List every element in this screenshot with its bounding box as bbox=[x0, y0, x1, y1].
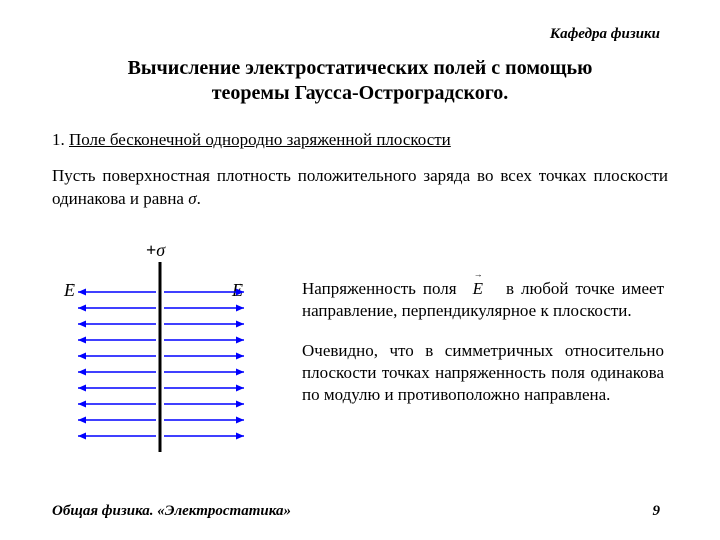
footer-page-number: 9 bbox=[653, 503, 661, 520]
section-number: 1. bbox=[52, 130, 69, 149]
intro-paragraph: Пусть поверхностная плотность положитель… bbox=[52, 165, 668, 211]
department-label: Кафедра физики bbox=[550, 26, 660, 43]
explanation-block: Напряженность поля →E в любой точке имее… bbox=[302, 278, 664, 424]
title-line-2: теоремы Гаусса-Остроградского. bbox=[212, 82, 509, 104]
charge-label: +σ bbox=[146, 240, 165, 261]
field-lines-svg bbox=[60, 262, 265, 457]
vector-arrow-icon: → bbox=[474, 269, 483, 281]
explanation-paragraph-2: Очевидно, что в симметричных относительн… bbox=[302, 340, 664, 406]
intro-text-after: . bbox=[197, 189, 201, 208]
page-title: Вычисление электростатических полей с по… bbox=[40, 56, 680, 106]
title-line-1: Вычисление электростатических полей с по… bbox=[128, 57, 593, 79]
intro-text-before: Пусть поверхностная плотность положитель… bbox=[52, 166, 668, 208]
e-vector-inline: →E bbox=[471, 278, 485, 300]
sigma-symbol: σ bbox=[188, 189, 196, 208]
p1-before-e: Напряженность поля bbox=[302, 279, 464, 298]
field-diagram: +σ E→ E→ bbox=[60, 240, 265, 460]
slide: Кафедра физики Вычисление электростатиче… bbox=[0, 0, 720, 540]
section-heading: 1. Поле бесконечной однородно заряженной… bbox=[52, 130, 451, 150]
footer-course: Общая физика. «Электростатика» bbox=[52, 503, 291, 520]
section-text: Поле бесконечной однородно заряженной пл… bbox=[69, 130, 451, 149]
sigma-label: σ bbox=[156, 240, 165, 260]
e-inline-letter: E bbox=[473, 279, 483, 298]
explanation-paragraph-1: Напряженность поля →E в любой точке имее… bbox=[302, 278, 664, 322]
plus-sign: + bbox=[146, 240, 156, 260]
